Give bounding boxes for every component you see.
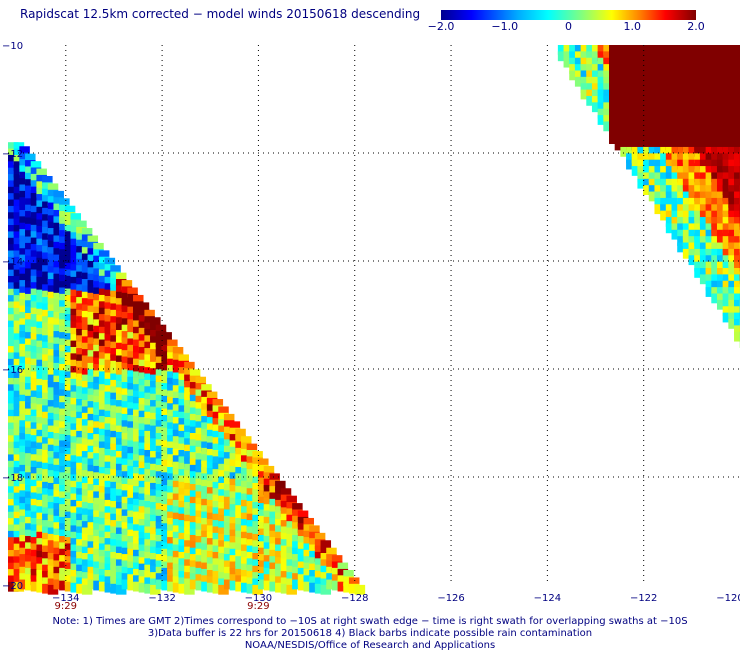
lon-tick-label: −124 bbox=[534, 593, 561, 604]
lat-tick-label: −20 bbox=[2, 581, 23, 592]
lat-tick-label: −12 bbox=[2, 149, 23, 160]
lat-tick-label: −16 bbox=[2, 365, 23, 376]
note-line-2: 3)Data buffer is 22 hrs for 20150618 4) … bbox=[0, 628, 740, 639]
lon-tick-label: −132 bbox=[148, 593, 175, 604]
lon-tick-label: −128 bbox=[341, 593, 368, 604]
note-line-3: NOAA/NESDIS/Office of Research and Appli… bbox=[0, 640, 740, 651]
lon-tick-label: −122 bbox=[630, 593, 657, 604]
lon-tick-label: −126 bbox=[437, 593, 464, 604]
lon-tick-label: −120 bbox=[716, 593, 740, 604]
lat-tick-label: −14 bbox=[2, 257, 23, 268]
colorbar-tick-label: −1.0 bbox=[491, 20, 518, 33]
swath-time-label: 9:29 bbox=[55, 601, 77, 612]
lat-tick-label: −10 bbox=[2, 41, 23, 52]
colorbar-tick-label: −2.0 bbox=[428, 20, 455, 33]
colorbar-tick-label: 1.0 bbox=[624, 20, 642, 33]
colorbar-tick-label: 0 bbox=[565, 20, 572, 33]
note-line-1: Note: 1) Times are GMT 2)Times correspon… bbox=[0, 616, 740, 627]
wind-cell bbox=[734, 332, 740, 342]
colorbar-tick-label: 2.0 bbox=[687, 20, 705, 33]
lat-tick-label: −18 bbox=[2, 473, 23, 484]
swath-time-label: 9:29 bbox=[247, 601, 269, 612]
